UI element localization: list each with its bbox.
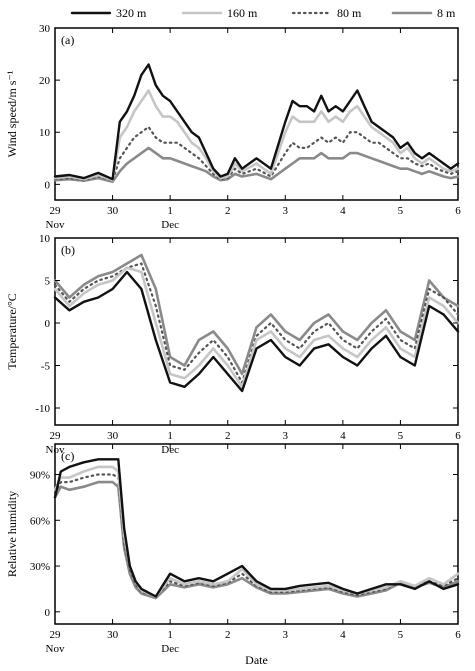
x-tick-label: 4 (340, 629, 346, 641)
series-line-8m (53, 146, 460, 184)
panel-label: (a) (61, 33, 74, 47)
x-tick-label: 3 (283, 629, 289, 641)
x-tick-label: 6 (455, 205, 461, 217)
y-tick-label: 60% (30, 515, 50, 527)
panel-label: (b) (61, 243, 75, 257)
series-line-160m (53, 266, 460, 389)
x-tick-label: 3 (283, 205, 289, 217)
y-tick-label: 0 (45, 179, 51, 191)
y-tick-label: 30 (39, 23, 51, 35)
y-tick-label: 90% (30, 470, 50, 482)
series-line-160m (53, 465, 460, 598)
x-tick-month-label: Nov (46, 643, 65, 655)
series-line-80m (53, 473, 460, 598)
x-tick-label: 2 (225, 430, 231, 442)
y-tick-label: 10 (39, 127, 51, 139)
panel-label: (c) (61, 449, 74, 463)
x-tick-label: 1 (167, 205, 173, 217)
plot-frame (54, 443, 459, 625)
x-tick-month-label: Dec (161, 444, 179, 456)
x-tick-label: 5 (398, 430, 404, 442)
x-tick-label: 30 (107, 629, 119, 641)
legend-label: 320 m (116, 6, 147, 20)
x-tick-label: 30 (107, 430, 119, 442)
legend-label: 160 m (227, 6, 258, 20)
series-line-320m (53, 63, 460, 181)
y-axis-label: Relative humidity (5, 491, 19, 577)
x-tick-label: 5 (398, 629, 404, 641)
x-tick-month-label: Dec (161, 219, 179, 231)
y-tick-label: -5 (41, 361, 51, 373)
x-tick-label: 29 (50, 629, 62, 641)
plot-frame (54, 27, 459, 201)
panel-wind-speed: 0 10 20 30 29 Nov 30 1 Dec 2 3 4 5 6 (a) Wind speed/m s… (5, 23, 461, 231)
x-tick-label: 6 (455, 629, 461, 641)
legend-label: 80 m (337, 6, 362, 20)
y-tick-label: 0 (45, 318, 51, 330)
series-line-320m (53, 458, 460, 598)
x-tick-label: 29 (50, 205, 62, 217)
y-tick-label: -10 (35, 403, 50, 415)
x-tick-label: 1 (167, 629, 173, 641)
y-tick-label: 5 (45, 276, 51, 288)
y-tick-label: 10 (39, 233, 51, 245)
y-axis-label: Wind speed/m s⁻¹ (5, 70, 19, 157)
series-line-80m (53, 262, 460, 384)
y-tick-label: 0 (45, 607, 51, 619)
series-line-8m (53, 480, 460, 600)
x-tick-label: 2 (225, 205, 231, 217)
x-tick-label: 3 (283, 430, 289, 442)
x-axis-title: Date (245, 653, 268, 667)
x-tick-label: 30 (107, 205, 119, 217)
legend: 320 m 160 m 80 m 8 m (70, 6, 456, 20)
y-axis-label: Temperature/°C (5, 293, 19, 370)
y-tick-label: 30% (30, 561, 50, 573)
x-tick-label: 1 (167, 430, 173, 442)
series-line-160m (53, 89, 460, 182)
series-line-320m (53, 270, 460, 393)
x-tick-month-label: Dec (161, 643, 179, 655)
x-tick-label: 5 (398, 205, 404, 217)
legend-label: 8 m (437, 6, 456, 20)
series-line-80m (53, 125, 460, 182)
x-tick-label: 4 (340, 430, 346, 442)
x-tick-label: 4 (340, 205, 346, 217)
panel-relative-humidity: 0 30% 60% 90% 29 Nov 30 1 Dec 2 3 4 5 6 (c) Relative hu… (5, 443, 461, 655)
series-line-8m (53, 253, 460, 376)
x-tick-label: 29 (50, 430, 62, 442)
y-tick-label: 20 (39, 75, 51, 87)
x-tick-month-label: Nov (46, 219, 65, 231)
x-tick-label: 6 (455, 430, 461, 442)
x-tick-label: 2 (225, 629, 231, 641)
